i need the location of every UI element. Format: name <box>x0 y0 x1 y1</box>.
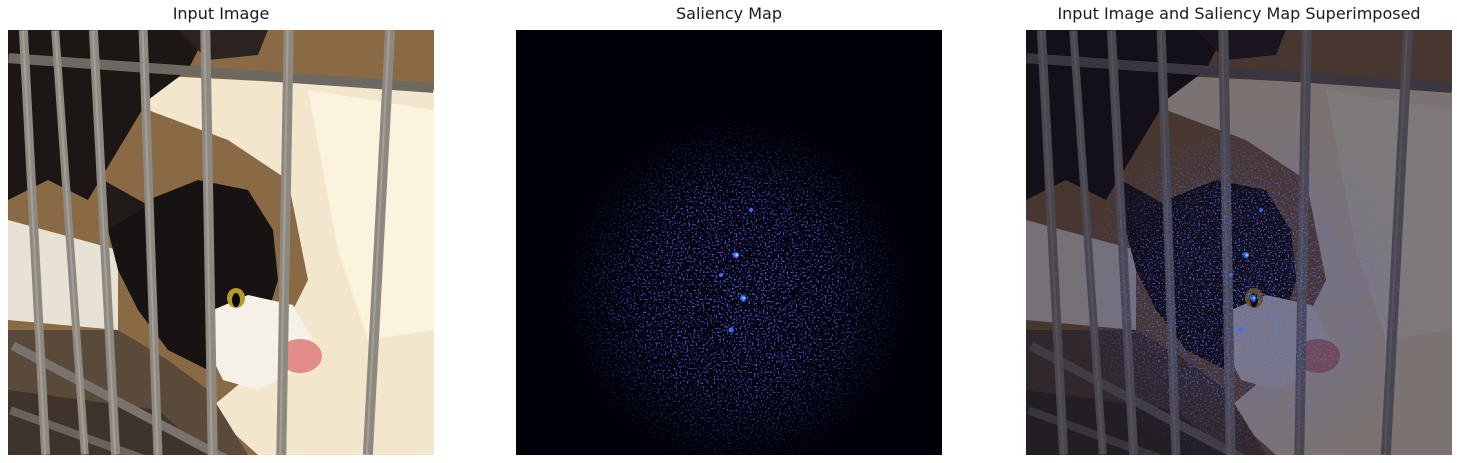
panel-title: Saliency Map <box>676 4 782 23</box>
panel-title: Input Image <box>172 4 270 23</box>
panel-title: Input Image and Saliency Map Superimpose… <box>1057 4 1421 23</box>
input-image <box>8 30 434 455</box>
saliency-map-image <box>516 30 942 455</box>
superimposed-image <box>1026 30 1452 455</box>
